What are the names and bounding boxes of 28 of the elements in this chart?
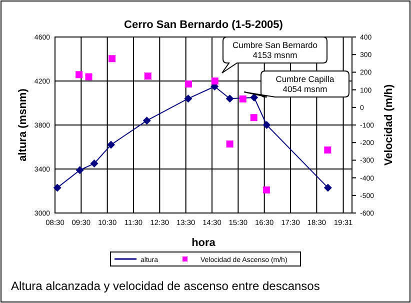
point — [144, 72, 152, 80]
text: Altura alcanzada y velocidad de ascenso entre descansos — [11, 279, 320, 293]
annotation: Cumbre San Bernardo 4153 msnm — [232, 40, 318, 60]
point — [184, 94, 192, 103]
point — [142, 116, 151, 125]
annotation: Cumbre Capilla 4054 msnm — [276, 74, 335, 94]
point — [53, 184, 62, 192]
x-axis-title: hora — [192, 237, 216, 249]
point — [324, 146, 332, 154]
point — [262, 121, 271, 129]
point — [226, 140, 234, 148]
point — [211, 78, 218, 84]
point — [184, 80, 192, 88]
point — [76, 71, 83, 78]
point — [76, 166, 84, 174]
point — [250, 94, 258, 102]
point — [90, 160, 98, 168]
point — [250, 114, 258, 122]
point — [107, 140, 115, 149]
point — [108, 55, 116, 62]
y-axis-title: altura (msnm) — [17, 88, 29, 162]
chart-title: Cerro San Bernardo (1-5-2005) — [124, 19, 284, 31]
point — [239, 95, 246, 102]
y2-axis-title: Velocidad (m/h) — [383, 84, 395, 166]
point — [226, 94, 234, 103]
point — [324, 184, 332, 192]
point — [85, 73, 92, 80]
point — [262, 186, 270, 194]
